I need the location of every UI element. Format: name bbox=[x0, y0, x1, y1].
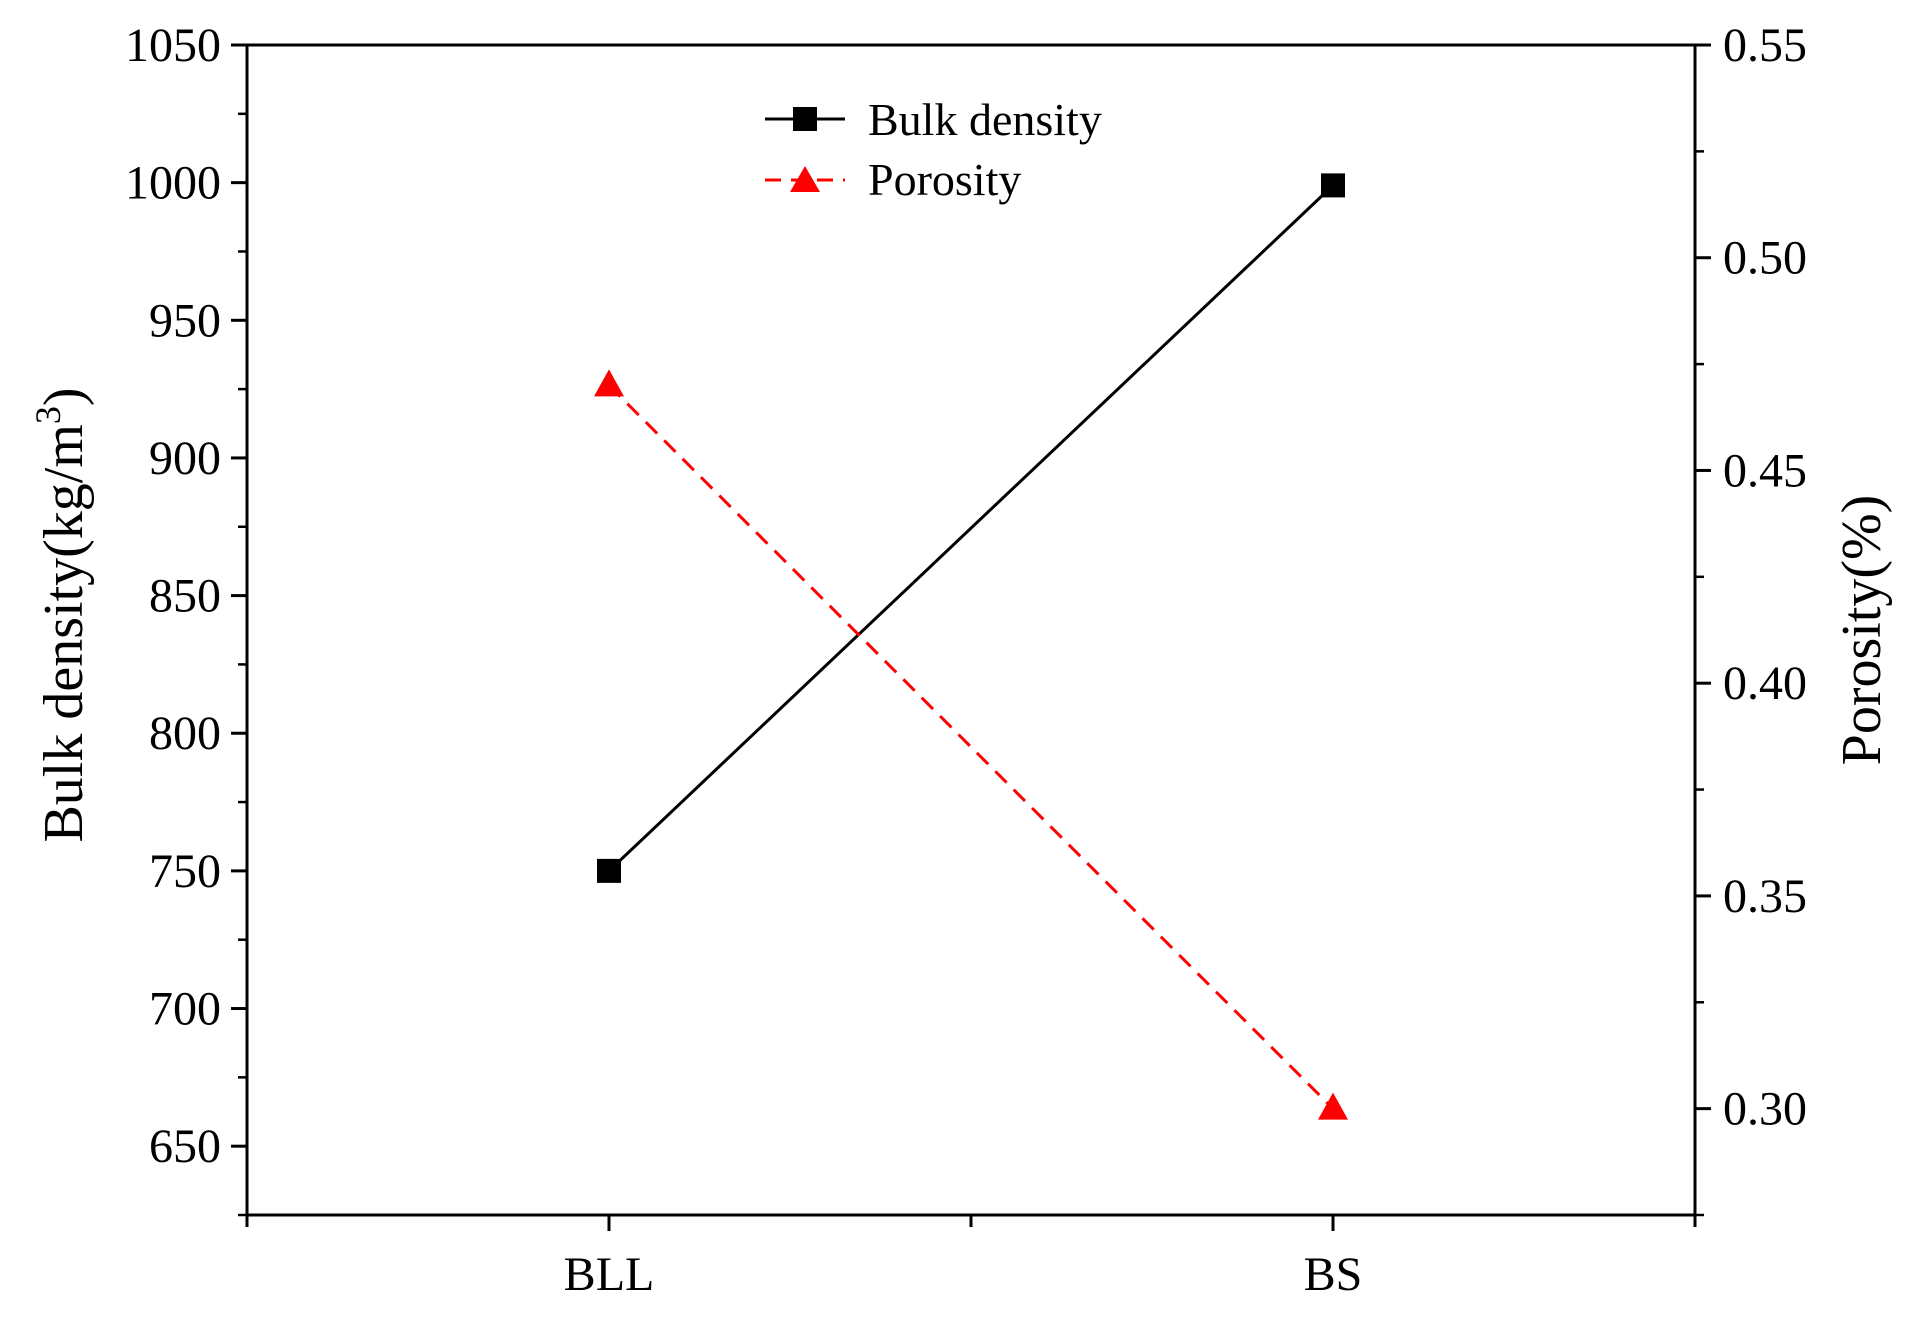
series-layer bbox=[594, 173, 1348, 1120]
series-line-0 bbox=[607, 184, 1335, 872]
data-point-triangle bbox=[594, 369, 624, 397]
data-point-square bbox=[1321, 173, 1345, 198]
left-tick-label: 800 bbox=[149, 707, 221, 760]
legend-label-bulk-density: Bulk density bbox=[868, 94, 1102, 145]
x-axis: BLL BS bbox=[245, 1215, 1697, 1301]
left-y-axis: 650 700 750 800 850 900 950 1000 1050 bbox=[125, 19, 247, 1217]
right-tick-label: 0.40 bbox=[1723, 657, 1807, 710]
right-axis-title: Porosity(%) bbox=[1831, 495, 1893, 766]
right-y-axis: 0.30 0.35 0.40 0.45 0.50 0.55 bbox=[1695, 19, 1807, 1217]
x-tick-label: BS bbox=[1304, 1248, 1363, 1301]
left-tick-label: 650 bbox=[149, 1120, 221, 1173]
right-tick-label: 0.35 bbox=[1723, 870, 1807, 923]
left-tick-label: 900 bbox=[149, 432, 221, 485]
legend-marker-triangle bbox=[790, 166, 820, 192]
x-tick-label: BLL bbox=[564, 1248, 655, 1301]
right-tick-label: 0.55 bbox=[1723, 19, 1807, 72]
left-tick-label: 850 bbox=[149, 570, 221, 623]
right-tick-label: 0.45 bbox=[1723, 444, 1807, 497]
plot-border bbox=[245, 43, 1697, 1217]
legend: Bulk density Porosity bbox=[765, 94, 1102, 205]
data-point-square bbox=[597, 858, 621, 883]
left-tick-label: 1050 bbox=[125, 19, 221, 72]
right-tick-label: 0.30 bbox=[1723, 1083, 1807, 1136]
legend-label-porosity: Porosity bbox=[868, 154, 1021, 205]
left-tick-label: 950 bbox=[149, 294, 221, 347]
series-line-1 bbox=[607, 384, 1335, 1110]
legend-marker-square bbox=[793, 107, 817, 131]
legend-item-porosity: Porosity bbox=[765, 154, 1021, 205]
data-point-triangle bbox=[1318, 1092, 1348, 1120]
right-tick-label: 0.50 bbox=[1723, 232, 1807, 285]
left-tick-label: 1000 bbox=[125, 157, 221, 210]
left-axis-title: Bulk density(kg/m3) bbox=[28, 387, 95, 842]
left-tick-label: 700 bbox=[149, 983, 221, 1036]
legend-item-bulk-density: Bulk density bbox=[765, 94, 1102, 145]
left-tick-label: 750 bbox=[149, 845, 221, 898]
plot-frame bbox=[245, 43, 1697, 1217]
